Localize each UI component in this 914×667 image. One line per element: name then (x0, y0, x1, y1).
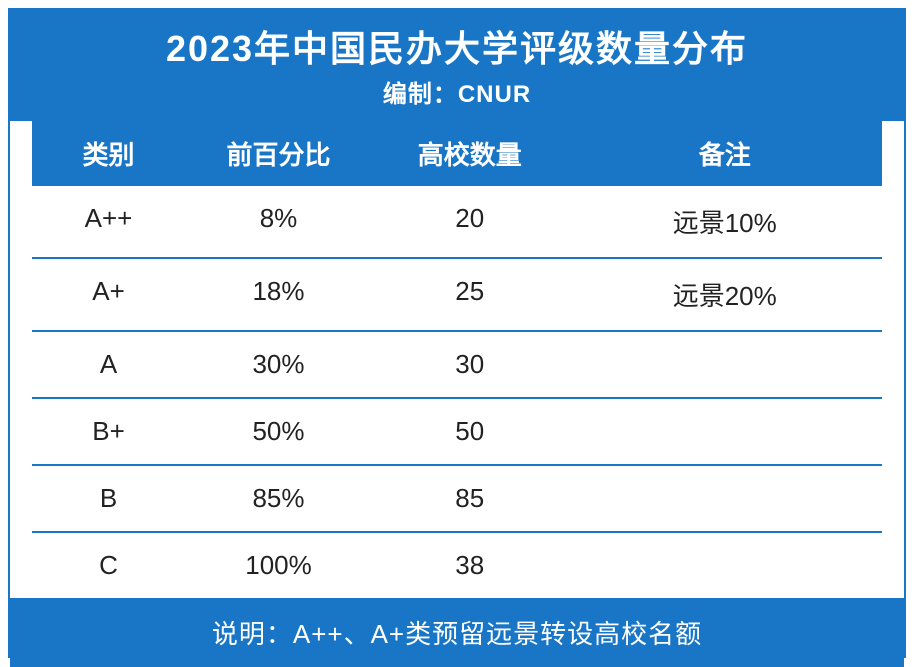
table-row: B 85% 85 (32, 466, 882, 533)
cell-count: 38 (372, 533, 568, 598)
cell-category: B+ (32, 399, 185, 464)
column-header-row: 类别 前百分比 高校数量 备注 (32, 121, 882, 186)
cell-category: C (32, 533, 185, 598)
cell-count: 20 (372, 186, 568, 257)
col-header-count: 高校数量 (372, 135, 568, 172)
col-header-remark: 备注 (568, 135, 883, 172)
table-row: A 30% 30 (32, 332, 882, 399)
cell-percent: 30% (185, 332, 372, 397)
cell-percent: 50% (185, 399, 372, 464)
cell-count: 25 (372, 259, 568, 330)
col-header-category: 类别 (32, 135, 185, 172)
table-body-area: 类别 前百分比 高校数量 备注 A++ 8% 20 远景10% A+ 18% 2… (10, 121, 904, 598)
cell-category: A++ (32, 186, 185, 257)
table-row: A+ 18% 25 远景20% (32, 259, 882, 332)
cell-category: A+ (32, 259, 185, 330)
cell-count: 50 (372, 399, 568, 464)
cell-remark (568, 332, 883, 397)
table-container: 2023年中国民办大学评级数量分布 编制：CNUR 类别 前百分比 高校数量 备… (8, 8, 906, 658)
table-row: A++ 8% 20 远景10% (32, 186, 882, 259)
cell-category: B (32, 466, 185, 531)
cell-count: 85 (372, 466, 568, 531)
table-header: 2023年中国民办大学评级数量分布 编制：CNUR (10, 10, 904, 121)
cell-percent: 85% (185, 466, 372, 531)
col-header-percent: 前百分比 (185, 135, 372, 172)
subtitle: 编制：CNUR (10, 74, 904, 109)
footer-note: 说明：A++、A+类预留远景转设高校名额 (10, 598, 904, 667)
table-row: B+ 50% 50 (32, 399, 882, 466)
cell-remark (568, 533, 883, 598)
cell-remark (568, 466, 883, 531)
table-row: C 100% 38 (32, 533, 882, 598)
cell-count: 30 (372, 332, 568, 397)
cell-category: A (32, 332, 185, 397)
cell-remark: 远景20% (568, 259, 883, 330)
cell-percent: 100% (185, 533, 372, 598)
cell-remark: 远景10% (568, 186, 883, 257)
cell-remark (568, 399, 883, 464)
title: 2023年中国民办大学评级数量分布 (10, 20, 904, 72)
cell-percent: 18% (185, 259, 372, 330)
cell-percent: 8% (185, 186, 372, 257)
